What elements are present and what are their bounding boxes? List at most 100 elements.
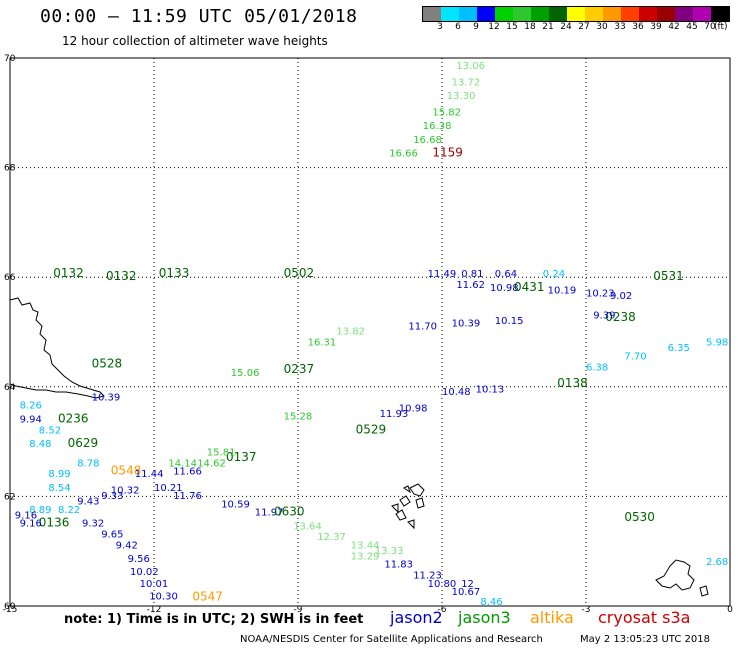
wave-height-label: 8.78 bbox=[77, 458, 99, 469]
wave-height-label: 10.67 bbox=[452, 587, 481, 598]
colorbar-swatch bbox=[639, 7, 657, 21]
colorbar-swatch bbox=[675, 7, 693, 21]
wave-height-label: 8.46 bbox=[480, 597, 502, 608]
time-label: 0547 bbox=[192, 590, 223, 604]
wave-height-label: 11.76 bbox=[173, 491, 202, 502]
colorbar-tick-label: 21 bbox=[542, 22, 554, 32]
lat-tick-label: 60 bbox=[4, 602, 16, 612]
wave-height-label: 10.30 bbox=[149, 591, 178, 602]
time-label: 0629 bbox=[68, 436, 99, 450]
time-label: 0630 bbox=[274, 505, 305, 519]
time-label: 0529 bbox=[356, 422, 387, 436]
faroe-islands bbox=[391, 483, 425, 530]
wave-height-label: 13.82 bbox=[336, 327, 365, 338]
wave-height-label: 9.16 bbox=[15, 510, 37, 521]
wave-height-label: 9.16 bbox=[20, 519, 42, 530]
wave-height-label: 11.23 bbox=[413, 571, 442, 582]
wave-height-label: 16.68 bbox=[413, 135, 442, 146]
wave-height-label: 11.49 bbox=[428, 269, 457, 280]
time-label: 0237 bbox=[284, 362, 315, 376]
wave-height-label: 11.70 bbox=[408, 321, 437, 332]
colorbar-swatch bbox=[513, 7, 531, 21]
colorbar-unit: (ft) bbox=[714, 22, 728, 32]
legend-cryosat: cryosat s3a bbox=[598, 608, 691, 627]
colorbar-tick-label: 33 bbox=[614, 22, 626, 32]
wave-height-label: 10.01 bbox=[140, 579, 169, 590]
lon-tick-label: -6 bbox=[438, 605, 447, 615]
wave-height-label: 0.64 bbox=[495, 269, 517, 280]
colorbar-swatch bbox=[441, 7, 459, 21]
wave-height-label: 13.30 bbox=[447, 91, 476, 102]
wave-height-label: 8.48 bbox=[29, 439, 51, 450]
time-label: 0528 bbox=[92, 357, 123, 371]
wave-height-label: 9.94 bbox=[20, 414, 42, 425]
colorbar-swatch bbox=[657, 7, 675, 21]
wave-height-label: 11.62 bbox=[456, 280, 485, 291]
time-label: 0138 bbox=[557, 376, 588, 390]
colorbar-swatch bbox=[603, 7, 621, 21]
colorbar-tick-label: 70 bbox=[704, 22, 716, 32]
colorbar-tick-label: 39 bbox=[650, 22, 662, 32]
time-label: 0133 bbox=[159, 266, 190, 280]
iceland-coast bbox=[9, 297, 105, 399]
lon-tick-label: -9 bbox=[294, 605, 303, 615]
wave-height-label: 9.56 bbox=[128, 554, 150, 565]
colorbar-tick-label: 36 bbox=[632, 22, 644, 32]
wave-height-label: 9.02 bbox=[610, 291, 632, 302]
lon-tick-label: -15 bbox=[3, 605, 18, 615]
wave-height-label: 12.37 bbox=[317, 532, 346, 543]
gridlines bbox=[9, 57, 731, 607]
wave-height-label: 11.93 bbox=[380, 409, 409, 420]
wave-height-label: 9.43 bbox=[77, 497, 99, 508]
wave-height-label: 13.72 bbox=[452, 77, 481, 88]
wave-height-label: 10.23 bbox=[586, 288, 615, 299]
colorbar-swatch bbox=[531, 7, 549, 21]
wave-height-label: 7.70 bbox=[624, 351, 646, 362]
wave-height-label: 11.66 bbox=[173, 466, 202, 477]
wave-height-label: 6.38 bbox=[586, 362, 608, 373]
lat-tick-label: 66 bbox=[4, 273, 16, 283]
time-label: 0132 bbox=[106, 269, 137, 283]
wave-height-label: 11.44 bbox=[135, 469, 164, 480]
wave-height-label: 11.83 bbox=[384, 560, 413, 571]
wave-height-label: 13.33 bbox=[375, 546, 404, 557]
colorbar-swatch bbox=[549, 7, 567, 21]
wave-height-label: 10.48 bbox=[442, 387, 471, 398]
wave-height-label: 16.38 bbox=[423, 121, 452, 132]
axis-tick-labels: -15 -12 -9 -6 -3 0 70 68 66 64 62 60 bbox=[3, 54, 733, 615]
wave-height-label: 10.98 bbox=[490, 283, 519, 294]
wave-height-label: 9.32 bbox=[82, 519, 104, 530]
time-label: 0137 bbox=[226, 450, 257, 464]
colorbar-tick-label: 27 bbox=[578, 22, 590, 32]
wave-height-label: 15.81 bbox=[207, 447, 236, 458]
wave-height-label: 8.52 bbox=[39, 425, 61, 436]
colorbar-tick-label: 24 bbox=[560, 22, 572, 32]
colorbar-swatch bbox=[423, 7, 441, 21]
wave-height-label: 10.59 bbox=[221, 499, 250, 510]
wave-height-label: 13.44 bbox=[351, 540, 380, 551]
wave-height-label: 10.15 bbox=[495, 316, 524, 327]
wave-height-label: 9.33 bbox=[101, 491, 123, 502]
colorbar-tick-label: 9 bbox=[473, 22, 479, 32]
wave-height-labels: 13.06 13.72 13.30 15.82 16.38 16.68 16.66 1159 0… bbox=[15, 61, 728, 608]
colorbar-swatch bbox=[459, 7, 477, 21]
colorbar-tick-label: 12 bbox=[488, 22, 500, 32]
timestamp: May 2 13:05:23 UTC 2018 bbox=[580, 634, 710, 645]
lat-tick-label: 68 bbox=[4, 164, 16, 174]
lon-tick-label: 0 bbox=[727, 605, 733, 615]
wave-height-label: 10.32 bbox=[111, 486, 140, 497]
lat-tick-label: 70 bbox=[4, 54, 16, 64]
wave-height-label: 11.97 bbox=[255, 508, 284, 519]
wave-height-label: 9.42 bbox=[116, 540, 138, 551]
wave-height-label: 9.65 bbox=[101, 530, 123, 541]
wave-height-label: 15.82 bbox=[432, 108, 461, 119]
time-label: 0238 bbox=[605, 310, 636, 324]
wave-height-label: 8.99 bbox=[48, 469, 70, 480]
colorbar-swatch bbox=[495, 7, 513, 21]
wave-height-label: 13.06 bbox=[456, 61, 485, 72]
wave-height-label: 12 bbox=[461, 579, 474, 590]
wave-height-label: 10.98 bbox=[399, 403, 428, 414]
wave-height-label: 0.24 bbox=[543, 269, 565, 280]
wave-height-label: 9.39 bbox=[593, 310, 615, 321]
